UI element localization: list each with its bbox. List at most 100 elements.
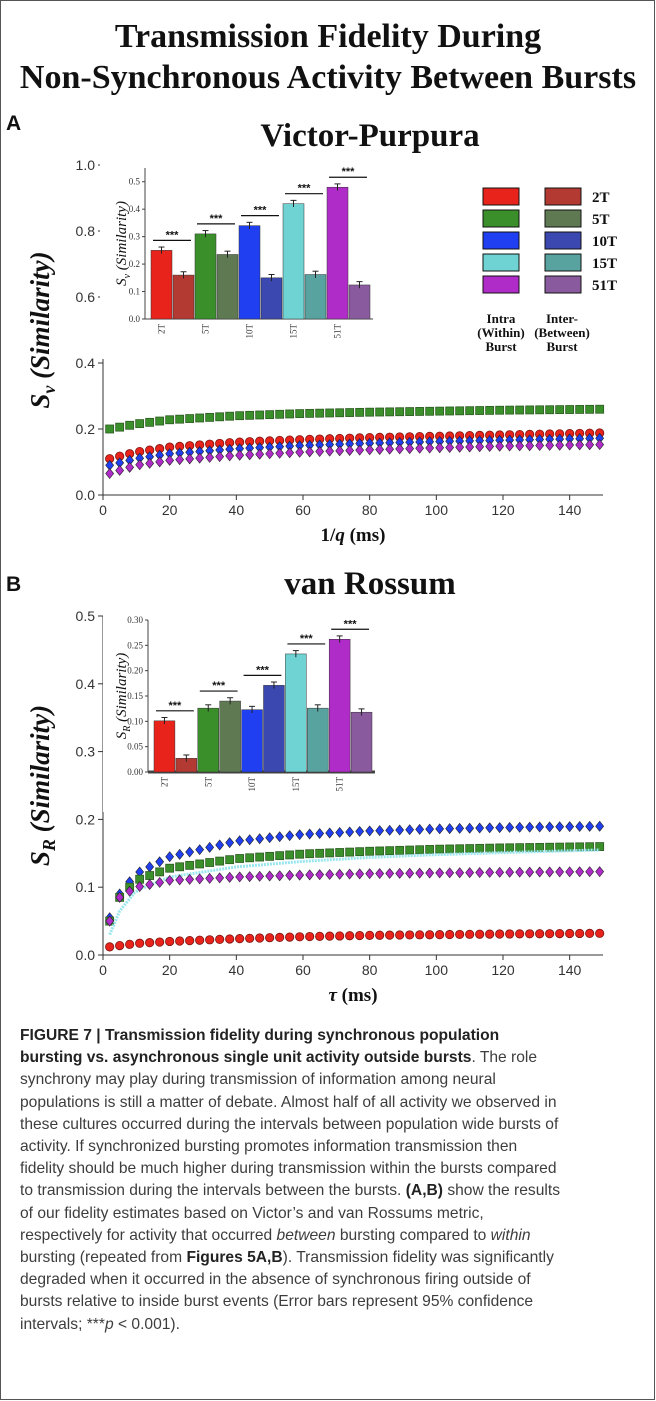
data-point: [225, 855, 235, 865]
data-point: [505, 843, 515, 853]
inset-y-tick-label: 0.10: [127, 716, 143, 726]
x-tick-label: 20: [162, 962, 178, 978]
legend-swatch-inter: [544, 209, 582, 228]
data-point: [285, 932, 295, 942]
x-tick-label: 40: [229, 962, 245, 978]
data-point: [125, 939, 135, 949]
series-line: [108, 848, 600, 936]
data-point: [385, 824, 395, 836]
data-point: [335, 408, 345, 418]
y-tick-label: 0.1: [76, 879, 96, 895]
data-point: [585, 820, 595, 832]
data-point: [205, 872, 215, 884]
data-point: [545, 439, 555, 451]
data-point: [275, 932, 285, 943]
data-point: [525, 843, 535, 852]
caption-between-tail: bursting compared to: [335, 1226, 491, 1244]
data-point: [295, 849, 305, 859]
data-point: [205, 935, 215, 945]
data-point: [165, 863, 175, 873]
legend: 2T5T10T15T51TIntra(Within)BurstInter-(Be…: [477, 187, 617, 354]
data-point: [415, 845, 425, 855]
series-5t: [105, 842, 605, 926]
legend-inter-caption: Inter-: [546, 311, 578, 326]
data-point: [255, 933, 265, 943]
caption-between: between: [276, 1226, 336, 1244]
data-point: [425, 406, 435, 416]
x-tick-label: 40: [229, 502, 245, 518]
caption-line-3: these cultures occurred during the inter…: [20, 1115, 559, 1133]
data-point: [315, 408, 325, 418]
data-point: [255, 870, 265, 882]
data-point: [595, 928, 605, 938]
x-tick-label: 80: [362, 962, 378, 978]
inset-bar: [307, 707, 329, 773]
data-point: [145, 457, 155, 469]
data-point: [135, 459, 145, 471]
data-point: [475, 441, 485, 453]
x-tick-label: 80: [362, 502, 378, 518]
inset-y-tick-label: 0.3: [129, 232, 141, 242]
data-point: [215, 872, 225, 884]
data-point: [545, 821, 555, 833]
y-tick-label: 0.0: [76, 487, 96, 503]
data-point: [565, 821, 575, 833]
data-point: [115, 464, 125, 476]
data-point: [155, 937, 165, 947]
data-point: [305, 408, 315, 418]
data-point: [235, 854, 245, 863]
inset-bar: [260, 277, 283, 320]
data-point: [255, 448, 265, 460]
data-point: [455, 822, 465, 834]
caption-line-12: intervals; ***: [20, 1315, 105, 1333]
legend-label: 2T: [592, 190, 610, 206]
series-10t: [105, 432, 605, 471]
data-point: [555, 439, 565, 451]
data-point: [415, 867, 425, 879]
x-tick-label: 60: [295, 502, 311, 518]
data-point: [565, 439, 575, 451]
caption-line-8: respectively for activity that occurred: [20, 1226, 273, 1244]
data-point: [105, 915, 115, 927]
legend-swatch-intra: [482, 209, 520, 228]
inset-bar: [216, 254, 239, 320]
data-point: [165, 851, 175, 863]
data-point: [445, 867, 455, 879]
caption-line-11: bursts relative to inside burst events (…: [20, 1293, 534, 1311]
data-point: [155, 856, 165, 868]
data-point: [335, 868, 345, 880]
data-point: [585, 842, 595, 852]
data-point: [545, 929, 555, 939]
inset-bar: [219, 700, 241, 773]
data-point: [325, 827, 335, 839]
y-tick-label: 0.5: [76, 608, 96, 624]
y-axis-title: Sv (Similarity): [25, 251, 59, 408]
data-point: [555, 928, 565, 939]
inset-bar: [304, 274, 327, 320]
data-point: [195, 935, 205, 945]
data-point: [585, 439, 595, 451]
data-point: [395, 930, 405, 940]
data-point: [205, 451, 215, 463]
significance-label: ***: [344, 618, 358, 630]
caption-head2: bursting vs. asynchronous single unit ac…: [20, 1049, 472, 1067]
significance-label: ***: [210, 213, 224, 225]
data-point: [285, 447, 295, 459]
data-point: [525, 440, 535, 452]
data-point: [105, 424, 115, 434]
significance-label: ***: [298, 183, 312, 195]
data-point: [255, 410, 265, 420]
legend-swatch-inter: [544, 231, 582, 250]
data-point: [405, 867, 415, 879]
inset-bar: [241, 709, 263, 773]
y-tick-label: 0.4: [76, 355, 96, 371]
data-point: [185, 453, 195, 465]
inset-category-label: 2T: [157, 324, 167, 335]
data-point: [445, 441, 455, 453]
data-point: [275, 870, 285, 882]
data-point: [245, 449, 255, 461]
data-point: [575, 821, 585, 832]
data-point: [345, 408, 355, 417]
data-point: [355, 407, 365, 417]
data-point: [495, 866, 505, 878]
